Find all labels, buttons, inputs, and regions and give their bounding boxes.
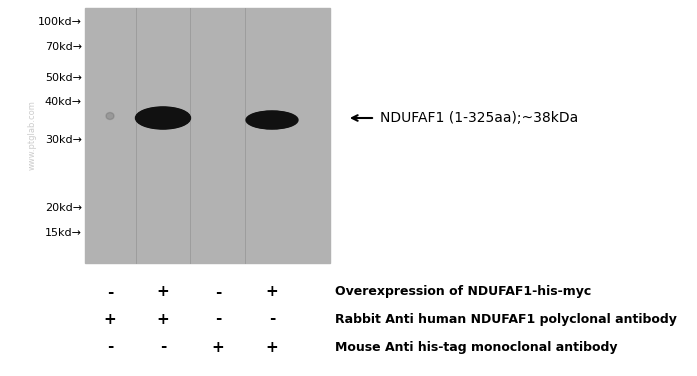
Text: www.ptglab.com: www.ptglab.com: [27, 100, 36, 170]
Ellipse shape: [140, 109, 185, 127]
Text: 70kd→: 70kd→: [45, 42, 82, 52]
Text: -: -: [107, 285, 113, 300]
Ellipse shape: [247, 112, 296, 129]
Ellipse shape: [136, 107, 190, 129]
Ellipse shape: [253, 113, 291, 127]
Text: NDUFAF1 (1-325aa);~38kDa: NDUFAF1 (1-325aa);~38kDa: [380, 111, 579, 125]
Text: -: -: [269, 311, 275, 326]
Ellipse shape: [250, 112, 294, 128]
Text: 100kd→: 100kd→: [38, 17, 82, 27]
Text: -: -: [107, 340, 113, 355]
Ellipse shape: [141, 109, 184, 127]
Text: +: +: [266, 285, 278, 300]
Text: 15kd→: 15kd→: [45, 228, 82, 238]
Ellipse shape: [106, 112, 114, 120]
Ellipse shape: [138, 108, 187, 128]
Text: -: -: [160, 340, 166, 355]
Text: 50kd→: 50kd→: [45, 73, 82, 83]
Ellipse shape: [142, 110, 183, 126]
Ellipse shape: [141, 109, 185, 127]
Text: Rabbit Anti human NDUFAF1 polyclonal antibody: Rabbit Anti human NDUFAF1 polyclonal ant…: [335, 312, 677, 326]
Text: 20kd→: 20kd→: [45, 203, 82, 213]
Text: -: -: [215, 311, 221, 326]
Ellipse shape: [135, 107, 190, 129]
Ellipse shape: [139, 108, 187, 127]
Ellipse shape: [252, 113, 293, 127]
Ellipse shape: [249, 112, 295, 128]
Text: 40kd→: 40kd→: [45, 97, 82, 107]
Ellipse shape: [139, 109, 186, 127]
Ellipse shape: [247, 111, 297, 129]
Text: +: +: [157, 285, 169, 300]
Ellipse shape: [250, 112, 293, 127]
Text: Overexpression of NDUFAF1-his-myc: Overexpression of NDUFAF1-his-myc: [335, 285, 591, 299]
Ellipse shape: [248, 112, 296, 128]
Text: +: +: [104, 311, 116, 326]
Text: 30kd→: 30kd→: [45, 135, 82, 145]
Text: +: +: [212, 340, 224, 355]
Ellipse shape: [246, 111, 298, 129]
Ellipse shape: [137, 108, 188, 128]
Bar: [85, 8, 330, 263]
Ellipse shape: [252, 113, 292, 127]
Text: +: +: [157, 311, 169, 326]
Text: Mouse Anti his-tag monoclonal antibody: Mouse Anti his-tag monoclonal antibody: [335, 341, 618, 353]
Ellipse shape: [137, 108, 189, 129]
Text: +: +: [266, 340, 278, 355]
Text: -: -: [215, 285, 221, 300]
